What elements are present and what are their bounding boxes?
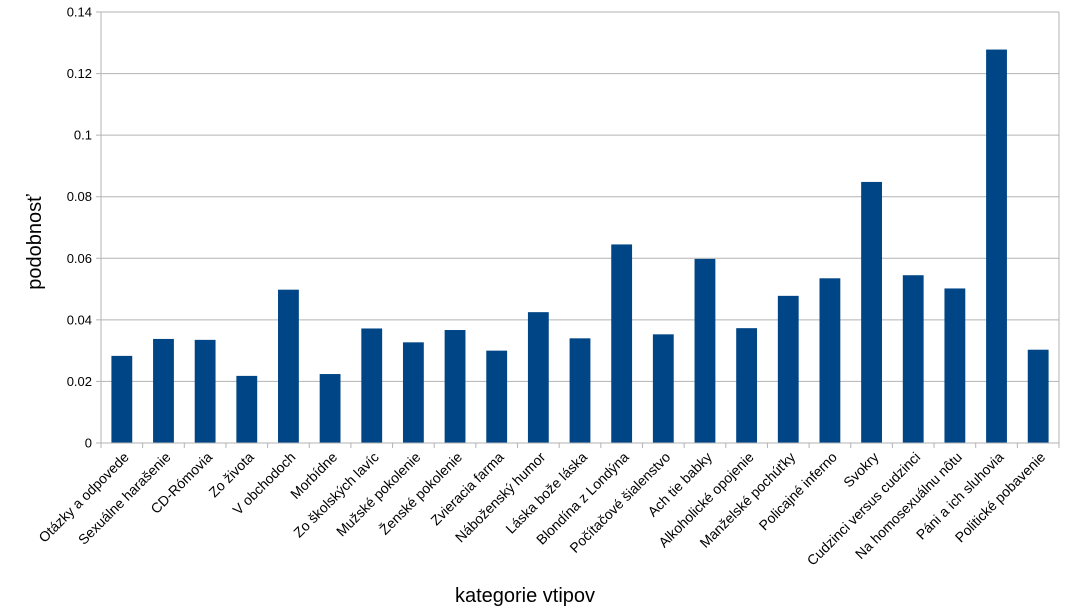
bar-23: [1027, 349, 1049, 443]
bar-3: [194, 339, 216, 443]
bar-14: [652, 334, 674, 443]
bar-17: [777, 295, 799, 443]
y-tick-label: 0.08: [67, 189, 92, 204]
y-tick-label: 0.1: [74, 128, 92, 143]
bar-9: [444, 330, 466, 443]
bar-2: [153, 338, 174, 443]
bar-8: [402, 342, 424, 443]
bar-15: [694, 258, 716, 443]
bar-21: [944, 288, 966, 443]
bar-16: [736, 328, 758, 443]
y-tick-label: 0.12: [67, 66, 92, 81]
bars: [111, 49, 1049, 444]
y-tick-labels: 0 0.02 0.04 0.06 0.08 0.1 0.12 0.14: [67, 5, 92, 451]
bar-20: [902, 275, 924, 443]
axes: [100, 12, 1060, 448]
bar-1: [111, 355, 133, 443]
y-tick-label: 0: [85, 436, 92, 451]
bar-12: [569, 338, 591, 443]
y-tick-label: 0.14: [67, 5, 92, 20]
bar-11: [527, 312, 549, 443]
bar-6: [319, 374, 341, 443]
y-axis-title: podobnosť: [24, 194, 46, 290]
bar-22: [986, 49, 1007, 444]
y-tick-label: 0.06: [67, 251, 92, 266]
bar-7: [361, 328, 383, 443]
gridlines: [96, 11, 1059, 444]
y-tick-label: 0.04: [67, 312, 92, 327]
x-tick-label: Zvieracia farma: [427, 449, 507, 529]
bar-5: [278, 289, 299, 443]
bar-19: [861, 181, 882, 444]
bar-10: [486, 350, 508, 443]
y-tick-label: 0.02: [67, 374, 92, 389]
x-tick-label: Policajné inferno: [756, 449, 841, 534]
bar-13: [611, 244, 633, 443]
bar-4: [236, 375, 258, 443]
x-axis-title: kategorie vtipov: [455, 585, 595, 607]
bar-18: [819, 278, 841, 443]
